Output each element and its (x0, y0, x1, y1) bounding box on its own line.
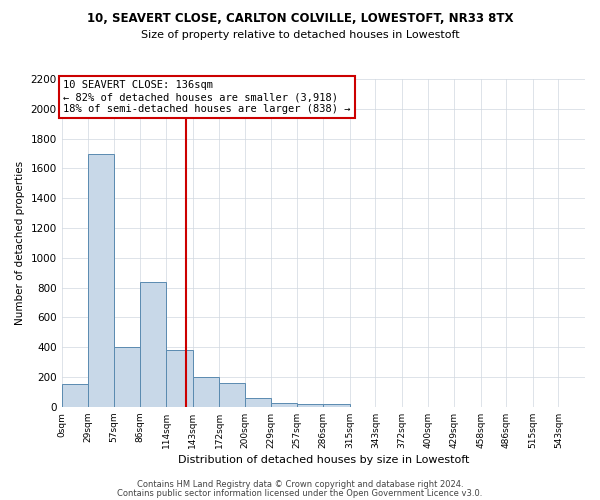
Bar (245, 398, 271, 407)
Bar (166, 350, 193, 407)
Y-axis label: Number of detached properties: Number of detached properties (15, 161, 25, 325)
Bar (219, 383, 245, 407)
Bar (193, 377, 219, 407)
X-axis label: Distribution of detached houses by size in Lowestoft: Distribution of detached houses by size … (178, 455, 469, 465)
Bar (62, 384, 88, 407)
Text: Contains public sector information licensed under the Open Government Licence v3: Contains public sector information licen… (118, 488, 482, 498)
Bar (88, 154, 114, 407)
Text: Size of property relative to detached houses in Lowestoft: Size of property relative to detached ho… (140, 30, 460, 40)
Bar (271, 403, 297, 407)
Text: Contains HM Land Registry data © Crown copyright and database right 2024.: Contains HM Land Registry data © Crown c… (137, 480, 463, 489)
Bar (297, 404, 323, 407)
Text: 10, SEAVERT CLOSE, CARLTON COLVILLE, LOWESTOFT, NR33 8TX: 10, SEAVERT CLOSE, CARLTON COLVILLE, LOW… (87, 12, 513, 26)
Text: 10 SEAVERT CLOSE: 136sqm
← 82% of detached houses are smaller (3,918)
18% of sem: 10 SEAVERT CLOSE: 136sqm ← 82% of detach… (64, 80, 351, 114)
Bar (140, 282, 166, 407)
Bar (323, 404, 350, 407)
Bar (114, 347, 140, 407)
